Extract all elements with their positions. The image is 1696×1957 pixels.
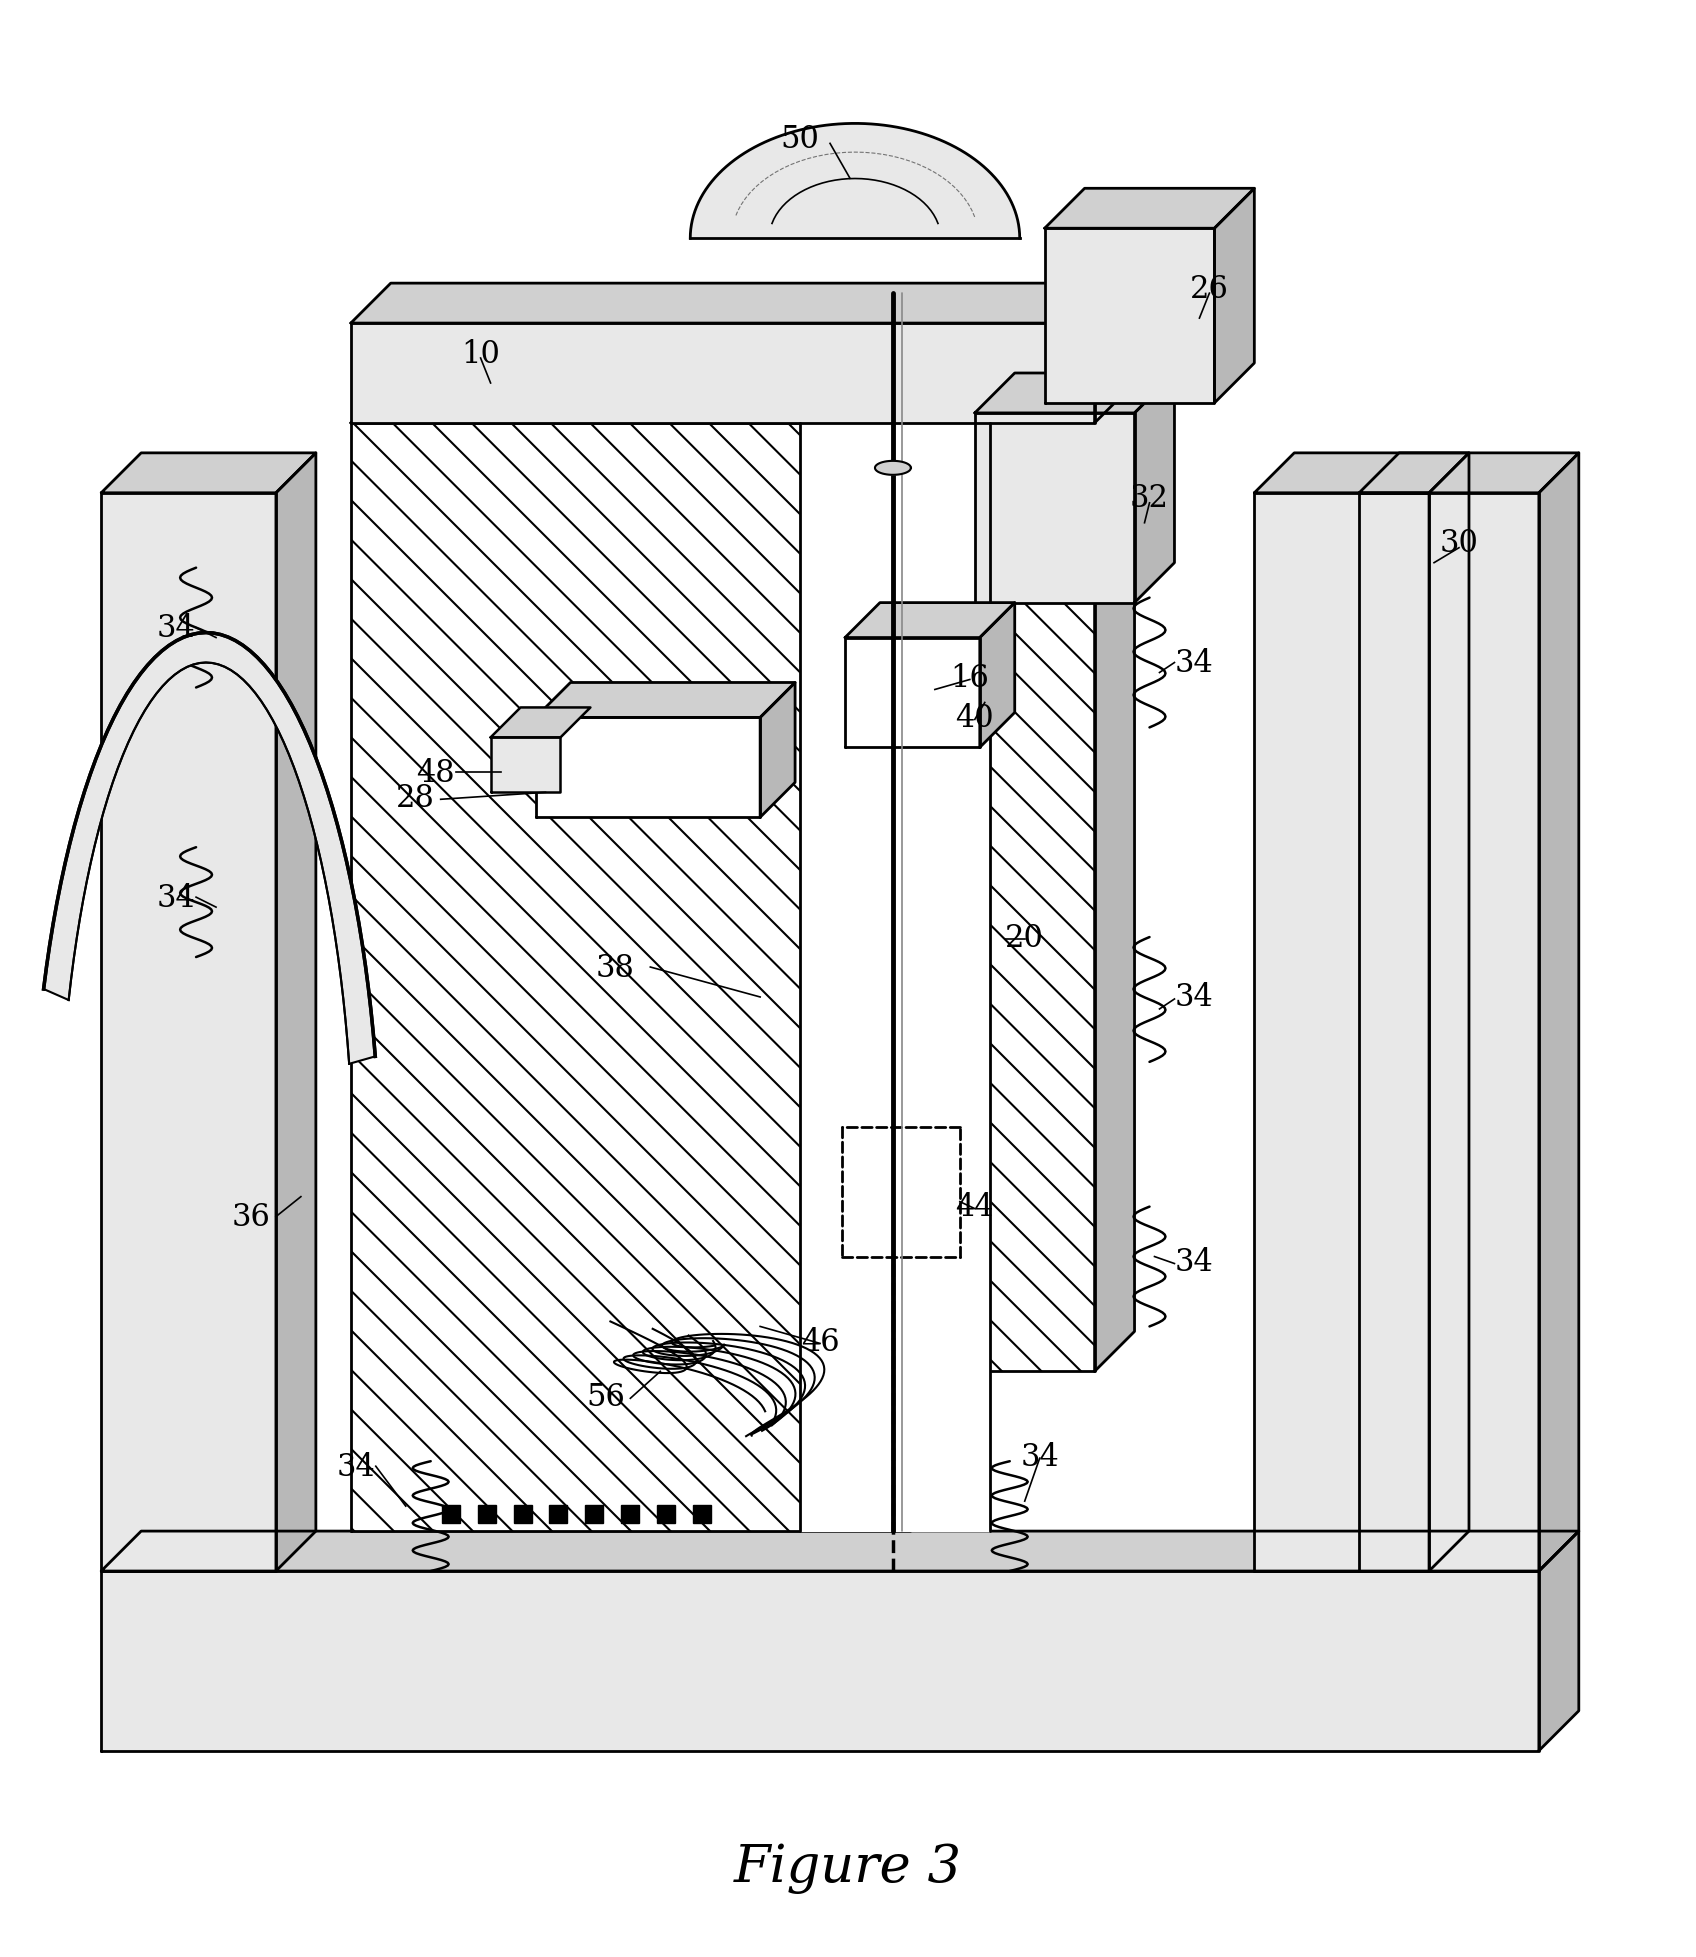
Text: 44: 44: [955, 1192, 994, 1223]
Text: 48: 48: [416, 757, 455, 789]
Bar: [658, 1505, 675, 1523]
Polygon shape: [490, 708, 590, 738]
Polygon shape: [801, 425, 990, 1530]
Polygon shape: [845, 603, 1014, 638]
Polygon shape: [102, 1530, 1579, 1571]
Text: 16: 16: [950, 663, 989, 693]
Text: 46: 46: [801, 1327, 840, 1358]
Text: 34: 34: [1175, 982, 1214, 1014]
Text: Figure 3: Figure 3: [734, 1842, 962, 1892]
Polygon shape: [1430, 454, 1469, 1571]
Polygon shape: [1094, 284, 1135, 425]
Text: 34: 34: [156, 883, 195, 914]
Text: 36: 36: [232, 1202, 270, 1233]
Polygon shape: [975, 374, 1174, 413]
Text: 50: 50: [780, 123, 819, 155]
Text: 10: 10: [461, 339, 500, 370]
Text: 34: 34: [336, 1450, 375, 1481]
Polygon shape: [760, 683, 795, 818]
Text: 34: 34: [156, 613, 195, 644]
Polygon shape: [351, 384, 1135, 425]
Text: 20: 20: [1006, 922, 1045, 953]
Bar: [550, 1505, 568, 1523]
Polygon shape: [351, 325, 1094, 425]
Text: 34: 34: [1021, 1440, 1058, 1472]
Polygon shape: [1045, 190, 1255, 229]
Bar: [441, 1505, 460, 1523]
Bar: [478, 1505, 495, 1523]
Polygon shape: [975, 413, 1135, 603]
Text: 30: 30: [1440, 528, 1479, 560]
Polygon shape: [690, 125, 1019, 239]
Polygon shape: [845, 638, 980, 748]
Text: 38: 38: [595, 951, 634, 982]
Polygon shape: [875, 462, 911, 476]
Text: 56: 56: [585, 1382, 624, 1413]
Text: 34: 34: [1175, 648, 1214, 679]
Polygon shape: [276, 454, 315, 1571]
Text: 34: 34: [1175, 1247, 1214, 1278]
Polygon shape: [1214, 190, 1255, 403]
Polygon shape: [1255, 493, 1430, 1571]
Polygon shape: [980, 603, 1014, 748]
Polygon shape: [351, 284, 1135, 325]
Text: 40: 40: [955, 703, 994, 734]
Polygon shape: [536, 718, 760, 818]
Bar: [694, 1505, 711, 1523]
Polygon shape: [1135, 374, 1174, 603]
Polygon shape: [909, 425, 1094, 1372]
Text: 32: 32: [1130, 483, 1169, 515]
Text: 28: 28: [397, 783, 436, 814]
Polygon shape: [1045, 229, 1214, 403]
Polygon shape: [1094, 384, 1135, 1372]
Polygon shape: [102, 493, 276, 1571]
Polygon shape: [1538, 454, 1579, 1571]
Polygon shape: [351, 425, 909, 1530]
Polygon shape: [490, 738, 560, 793]
Bar: [514, 1505, 531, 1523]
Polygon shape: [44, 634, 375, 1065]
Bar: [621, 1505, 639, 1523]
Polygon shape: [1255, 454, 1469, 493]
Polygon shape: [102, 454, 315, 493]
Polygon shape: [536, 683, 795, 718]
Polygon shape: [1358, 454, 1579, 493]
Polygon shape: [1358, 493, 1538, 1571]
Bar: [585, 1505, 604, 1523]
Polygon shape: [102, 1571, 1538, 1752]
Polygon shape: [1538, 1530, 1579, 1752]
Text: 26: 26: [1191, 274, 1230, 305]
